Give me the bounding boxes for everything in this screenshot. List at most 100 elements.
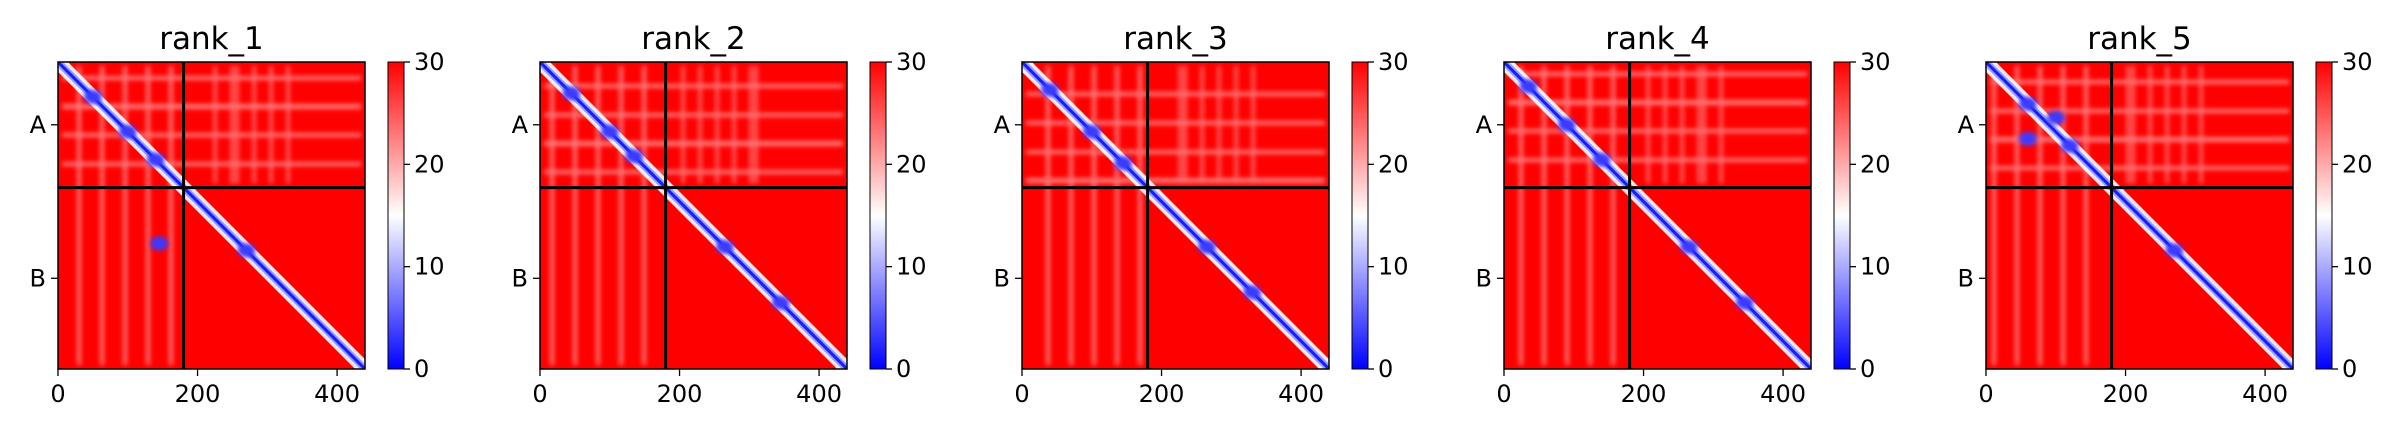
texture-stripe — [1588, 66, 1592, 365]
colorbar-tick-label: 0 — [896, 355, 911, 383]
texture-stripe — [1026, 93, 1325, 96]
texture-stripe — [146, 66, 150, 365]
texture-stripe — [749, 66, 753, 184]
texture-stripe — [1178, 66, 1182, 184]
texture-stripe — [544, 171, 843, 174]
low-error-blob — [2165, 243, 2184, 258]
panel-title: rank_5 — [2087, 21, 2192, 57]
heatmap-3 — [1022, 62, 1329, 369]
low-error-blob — [118, 124, 137, 139]
colorbar-tick-label: 10 — [896, 253, 927, 281]
low-error-blob — [715, 239, 734, 254]
heatmap-diagonal — [540, 62, 847, 369]
texture-stripe — [1611, 66, 1615, 365]
texture-stripe — [619, 66, 623, 365]
low-error-blob — [2046, 110, 2065, 125]
heatmap-frame — [57, 61, 366, 370]
colorbar-tick-label: 30 — [414, 48, 445, 76]
heatmap-texture — [1026, 66, 1325, 365]
texture-stripe — [1663, 66, 1667, 184]
colorbar-tick-label: 0 — [1378, 355, 1393, 383]
colorbar — [869, 61, 887, 370]
chain-label-B: B — [1958, 264, 1974, 292]
x-tick-label: 200 — [657, 380, 703, 408]
diagonal-core — [540, 62, 847, 369]
texture-stripe — [1217, 66, 1221, 184]
colorbar-tick-label: 20 — [896, 150, 927, 178]
low-error-blob — [2018, 96, 2037, 111]
texture-stripe — [1026, 122, 1325, 125]
x-tick-label: 0 — [1978, 380, 1993, 408]
texture-stripe — [2131, 66, 2135, 184]
colorbar-tick-label: 20 — [2342, 150, 2373, 178]
colorbar-tick-label: 20 — [1378, 150, 1409, 178]
texture-stripe — [1990, 110, 2289, 113]
chain-label-A: A — [1958, 111, 1975, 139]
texture-stripe — [62, 77, 361, 80]
texture-stripe — [62, 163, 361, 166]
texture-stripe — [642, 66, 646, 365]
heatmap-5 — [1986, 62, 2293, 369]
chain-label-A: A — [30, 111, 47, 139]
texture-stripe — [1183, 66, 1187, 184]
low-error-blob — [150, 236, 169, 251]
chain-label-B: B — [1476, 264, 1492, 292]
panel-title: rank_3 — [1123, 21, 1228, 57]
diagonal-core — [1986, 62, 2293, 369]
x-tick-label: 0 — [1014, 380, 1029, 408]
heatmap-texture — [62, 66, 361, 365]
panel-5: rank_5 A B 0 200 400 0 10 20 30 — [1958, 21, 2373, 408]
colorbar-tick-label: 10 — [1860, 253, 1891, 281]
heatmap-2 — [540, 62, 847, 369]
colorbar-tick-label: 10 — [1378, 253, 1409, 281]
texture-stripe — [1234, 66, 1238, 184]
x-tick-label: 0 — [532, 380, 547, 408]
texture-stripe — [1697, 66, 1701, 184]
x-tick-label: 400 — [1278, 380, 1324, 408]
texture-stripe — [573, 66, 577, 365]
low-error-blob — [562, 86, 581, 101]
panel-3: rank_3 A B 0 200 400 0 10 20 30 — [994, 21, 1409, 408]
texture-stripe — [1200, 66, 1204, 184]
low-error-blob — [1040, 82, 1059, 97]
heatmap-frame — [1503, 61, 1812, 370]
panel-title: rank_1 — [159, 21, 264, 57]
heatmap-diagonal — [58, 62, 365, 369]
texture-stripe — [252, 66, 256, 184]
texture-stripe — [1251, 66, 1255, 184]
low-error-blob — [1243, 285, 1262, 300]
texture-stripe — [2038, 66, 2042, 365]
chain-label-B: B — [30, 264, 46, 292]
texture-stripe — [1680, 66, 1684, 184]
diagonal-core — [58, 62, 365, 369]
texture-stripe — [1542, 66, 1546, 365]
heatmap-frame — [1985, 61, 2294, 370]
texture-stripe — [732, 66, 736, 184]
texture-stripe — [1508, 130, 1807, 133]
colorbar — [2315, 61, 2333, 370]
low-error-blob — [1082, 124, 1101, 139]
texture-stripe — [169, 66, 173, 365]
low-error-blob — [771, 295, 790, 310]
low-error-blob — [1519, 79, 1538, 94]
texture-stripe — [1646, 66, 1650, 184]
colorbar-tick-label: 30 — [1378, 48, 1409, 76]
texture-stripe — [544, 85, 843, 88]
low-error-blob — [2018, 131, 2037, 146]
texture-stripe — [1115, 66, 1119, 365]
texture-stripe — [1508, 73, 1807, 76]
colorbar-tick-label: 10 — [2342, 253, 2373, 281]
texture-stripe — [1992, 66, 1996, 365]
texture-stripe — [1990, 139, 2289, 142]
texture-stripe — [715, 66, 719, 184]
texture-stripe — [2126, 66, 2130, 184]
heatmap-diagonal — [1986, 62, 2293, 369]
low-error-blob — [1679, 239, 1698, 254]
texture-stripe — [1702, 66, 1706, 184]
texture-stripe — [596, 66, 600, 365]
heatmap-diagonal — [1504, 62, 1811, 369]
colorbar-tick-label: 20 — [414, 150, 445, 178]
diagonal-core — [1504, 62, 1811, 369]
texture-stripe — [1508, 159, 1807, 162]
colorbar — [387, 61, 405, 370]
